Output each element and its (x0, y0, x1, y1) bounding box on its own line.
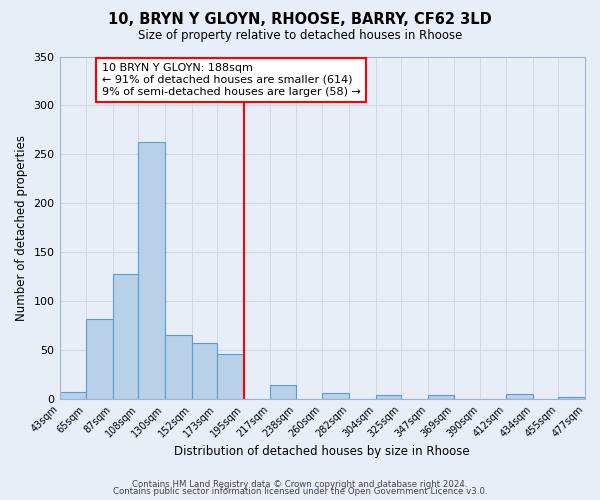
Y-axis label: Number of detached properties: Number of detached properties (15, 135, 28, 321)
Bar (165, 334, 191, 399)
Text: 10, BRYN Y GLOYN, RHOOSE, BARRY, CF62 3LD: 10, BRYN Y GLOYN, RHOOSE, BARRY, CF62 3L… (108, 12, 492, 28)
Bar (376, 396, 401, 399)
Text: Contains HM Land Registry data © Crown copyright and database right 2024.: Contains HM Land Registry data © Crown c… (132, 480, 468, 489)
Text: Contains public sector information licensed under the Open Government Licence v3: Contains public sector information licen… (113, 488, 487, 496)
X-axis label: Distribution of detached houses by size in Rhoose: Distribution of detached houses by size … (175, 444, 470, 458)
Bar (506, 394, 533, 399)
Bar (86, 319, 113, 399)
Bar (270, 386, 296, 399)
Bar (428, 396, 454, 399)
Text: 10 BRYN Y GLOYN: 188sqm
← 91% of detached houses are smaller (614)
9% of semi-de: 10 BRYN Y GLOYN: 188sqm ← 91% of detache… (101, 64, 361, 96)
Bar (138, 142, 165, 399)
Bar (113, 274, 138, 399)
Bar (322, 394, 349, 399)
Text: Size of property relative to detached houses in Rhoose: Size of property relative to detached ho… (138, 29, 462, 42)
Bar (59, 392, 86, 399)
Bar (559, 397, 585, 399)
Bar (217, 354, 244, 399)
Bar (191, 344, 217, 399)
